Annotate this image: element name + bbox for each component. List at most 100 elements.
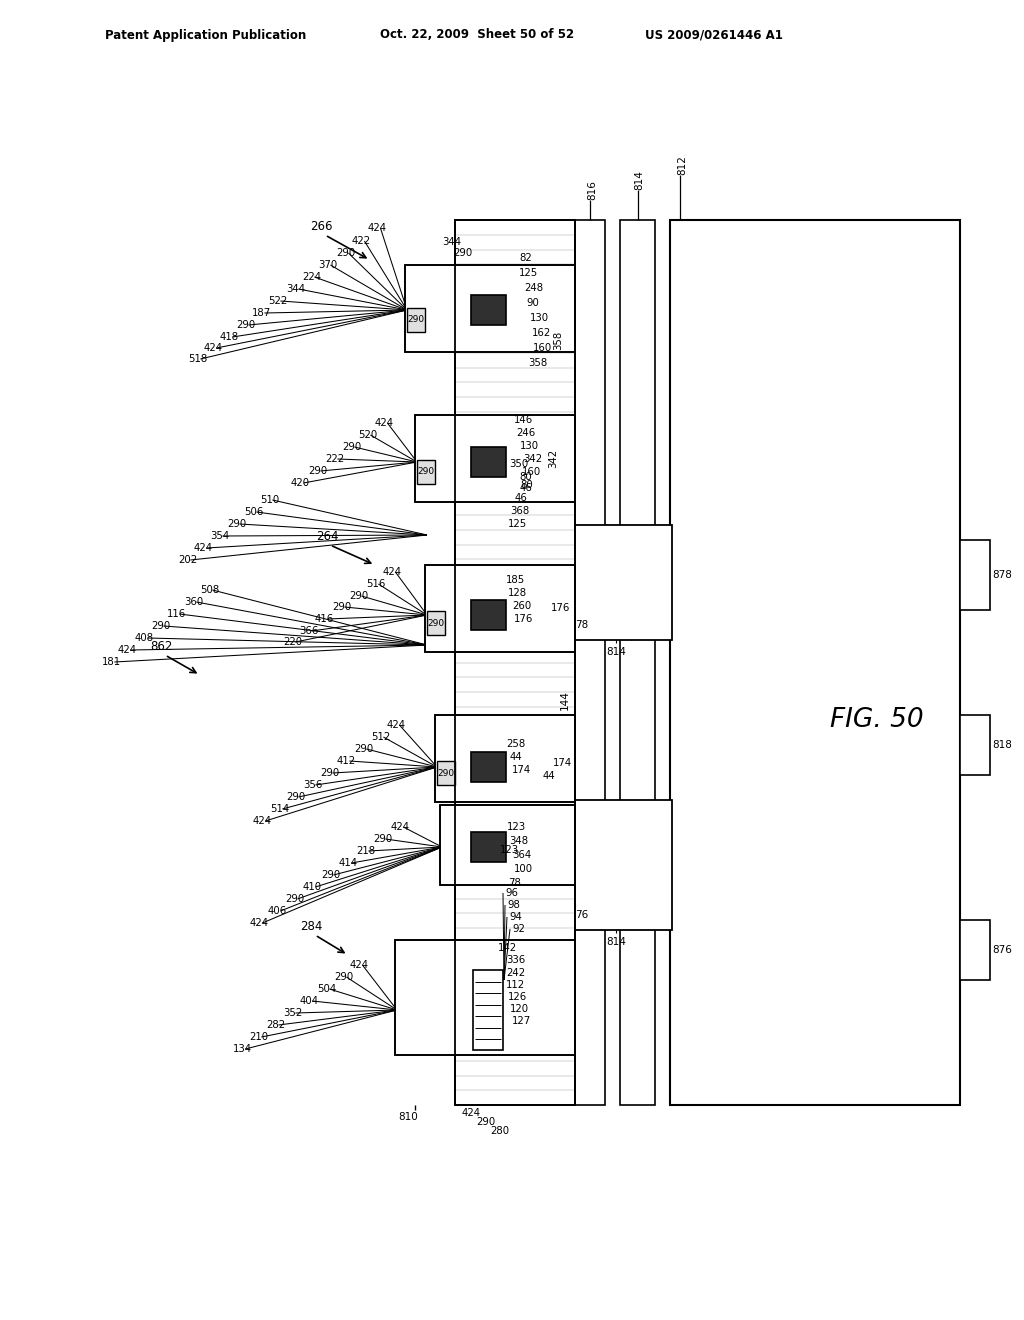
Bar: [471, 752, 506, 781]
Text: 290: 290: [476, 1117, 496, 1127]
Text: 127: 127: [512, 1016, 531, 1026]
Bar: [961, 715, 990, 775]
Bar: [427, 611, 445, 635]
Text: 181: 181: [102, 657, 121, 667]
Text: 352: 352: [283, 1008, 302, 1018]
Text: 348: 348: [509, 836, 528, 846]
Text: 358: 358: [553, 330, 563, 350]
Text: 422: 422: [352, 236, 371, 246]
Text: 246: 246: [516, 428, 536, 438]
Text: 100: 100: [514, 865, 534, 874]
Text: 366: 366: [299, 626, 318, 636]
Bar: [473, 970, 503, 1049]
Text: 364: 364: [512, 850, 531, 861]
Bar: [406, 265, 575, 352]
Text: 130: 130: [530, 313, 549, 323]
Text: 80: 80: [519, 473, 531, 482]
Text: FIG. 50: FIG. 50: [830, 708, 924, 733]
Text: 78: 78: [508, 878, 521, 888]
Text: 424: 424: [194, 543, 213, 553]
Text: 358: 358: [528, 358, 547, 368]
Text: 424: 424: [462, 1107, 481, 1118]
Text: 290: 290: [408, 315, 425, 325]
Text: 878: 878: [992, 570, 1012, 579]
Text: 116: 116: [167, 609, 186, 619]
Text: 282: 282: [266, 1020, 285, 1030]
Text: 424: 424: [350, 960, 369, 970]
Text: 370: 370: [318, 260, 337, 271]
Text: 44: 44: [543, 771, 556, 781]
Text: 290: 290: [453, 248, 472, 257]
Text: 146: 146: [514, 414, 534, 425]
Text: 522: 522: [268, 296, 288, 306]
Text: 142: 142: [498, 942, 517, 953]
Text: 290: 290: [373, 834, 392, 843]
Text: 90: 90: [526, 298, 539, 308]
Text: 350: 350: [509, 459, 528, 469]
Text: 812: 812: [677, 154, 687, 176]
Bar: [440, 805, 575, 884]
Text: 80: 80: [520, 480, 532, 490]
Text: 123: 123: [507, 822, 526, 832]
Text: 174: 174: [512, 766, 531, 775]
Text: 816: 816: [587, 180, 597, 199]
Text: 518: 518: [188, 354, 207, 364]
Text: 120: 120: [510, 1005, 529, 1014]
Text: 82: 82: [519, 253, 531, 263]
Text: 126: 126: [508, 993, 527, 1002]
Text: 512: 512: [371, 733, 390, 742]
Text: 342: 342: [523, 454, 542, 465]
Text: 160: 160: [534, 343, 552, 352]
Text: 96: 96: [505, 888, 518, 898]
Bar: [395, 940, 575, 1055]
Bar: [407, 308, 425, 333]
Text: Patent Application Publication: Patent Application Publication: [105, 29, 306, 41]
Text: 44: 44: [510, 752, 522, 762]
Bar: [435, 715, 575, 803]
Text: 92: 92: [512, 924, 525, 935]
Text: 404: 404: [300, 997, 319, 1006]
Text: 264: 264: [316, 531, 339, 544]
Text: 290: 290: [336, 248, 355, 257]
Bar: [455, 220, 575, 1105]
Text: 424: 424: [375, 418, 394, 428]
Text: 424: 424: [368, 223, 387, 234]
Bar: [437, 762, 455, 785]
Text: 412: 412: [337, 756, 356, 766]
Text: 876: 876: [992, 945, 1012, 954]
Text: 510: 510: [260, 495, 280, 506]
Text: 160: 160: [522, 467, 542, 477]
Text: 290: 290: [418, 467, 434, 477]
Text: 818: 818: [992, 741, 1012, 750]
Text: 508: 508: [200, 585, 219, 595]
Text: 290: 290: [334, 972, 353, 982]
Bar: [471, 294, 506, 325]
Text: 94: 94: [509, 912, 522, 921]
Text: 424: 424: [387, 719, 407, 730]
Bar: [560, 800, 672, 931]
Text: 187: 187: [252, 308, 271, 318]
Text: 78: 78: [575, 620, 588, 630]
Bar: [417, 459, 435, 484]
Text: 344: 344: [286, 284, 305, 294]
Text: 290: 290: [437, 768, 455, 777]
Text: 46: 46: [515, 492, 528, 503]
Text: 290: 290: [321, 870, 340, 880]
Text: 418: 418: [220, 333, 240, 342]
Bar: [471, 601, 506, 630]
Bar: [440, 805, 575, 884]
Text: 416: 416: [315, 614, 334, 624]
Text: 220: 220: [283, 638, 302, 647]
Text: 248: 248: [524, 282, 543, 293]
Text: 290: 290: [285, 894, 304, 904]
Bar: [406, 265, 575, 352]
Text: 344: 344: [442, 238, 461, 247]
Text: 202: 202: [178, 554, 198, 565]
Text: 290: 290: [286, 792, 305, 803]
Text: 406: 406: [268, 906, 288, 916]
Bar: [425, 565, 575, 652]
Text: 290: 290: [227, 519, 246, 529]
Bar: [670, 220, 961, 1105]
Text: 506: 506: [244, 507, 263, 517]
Bar: [435, 715, 575, 803]
